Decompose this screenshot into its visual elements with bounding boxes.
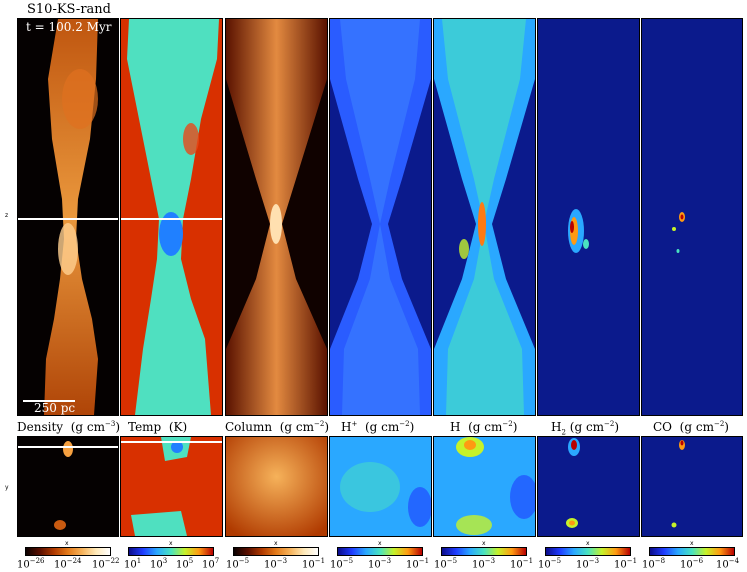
title-temp: Temp (K) [128,420,188,434]
panel-density-top [17,18,119,416]
tick-h-0: 10−5 [434,557,458,571]
tick-density-1: 10−24 [54,557,82,571]
x-axis-label-temp: x [169,540,173,547]
title-density: Density (g cm−3) [17,420,120,434]
tick-density-0: 10−26 [17,557,45,571]
x-axis-label-density: x [65,540,69,547]
panel-h-top [433,18,536,416]
panel-h-bottom [433,436,536,537]
density-slice [18,437,118,536]
tick-temp-1: 103 [150,557,168,571]
panel-temp-bottom [120,436,223,537]
tick-column-0: 10−5 [226,557,250,571]
hplus-slice [330,437,431,536]
panel-column-bottom [225,436,328,537]
time-label: t = 100.2 Myr [26,20,112,34]
tick-co-1: 10−6 [680,557,704,571]
tick-temp-2: 105 [176,557,194,571]
title-co: CO (g cm−2) [653,420,729,434]
y-axis-label: y [5,484,9,491]
tick-hplus-0: 10−5 [330,557,354,571]
colorbar-temp [128,547,214,556]
x-axis-label-column: x [274,540,278,547]
panel-column-top [225,18,328,416]
column-map [226,19,327,415]
run-name: S10-KS-rand [27,2,111,17]
scale-bar-label: 250 pc [34,401,76,415]
tick-column-2: 10−1 [302,557,326,571]
panel-co-bottom [641,436,743,537]
tick-h2-2: 10−1 [614,557,638,571]
tick-h-2: 10−1 [510,557,534,571]
tick-h-1: 10−3 [472,557,496,571]
tick-h2-0: 10−5 [538,557,562,571]
scale-bar [23,400,75,402]
h-map [434,19,535,415]
tick-co-2: 10−4 [716,557,740,571]
panel-h2-top [537,18,640,416]
colorbar-hplus [337,547,423,556]
colorbar-co [649,547,735,556]
co-map [642,19,742,415]
slice-line-temp [121,218,222,220]
panel-density-bottom [17,436,119,537]
h2-map [538,19,639,415]
title-h2: H2 (g cm−2) [551,420,620,437]
h-slice [434,437,535,536]
slice-line-density-bottom [18,446,118,448]
x-axis-label-co: x [690,540,694,547]
title-hplus: H+ (g cm−2) [341,420,415,434]
tick-h2-1: 10−3 [576,557,600,571]
tick-density-2: 10−22 [92,557,120,571]
temp-slice [121,437,222,536]
tick-column-1: 10−3 [264,557,288,571]
z-axis-label: z [5,212,9,219]
hplus-map [330,19,431,415]
temp-map [121,19,222,415]
co-slice [642,437,742,536]
panel-hplus-bottom [329,436,432,537]
colorbar-h2 [545,547,631,556]
h2-slice [538,437,639,536]
colorbar-column [233,547,319,556]
x-axis-label-h2: x [586,540,590,547]
density-map [18,19,118,415]
colorbar-density [25,547,111,556]
panel-hplus-top [329,18,432,416]
tick-co-0: 10−8 [642,557,666,571]
title-column: Column (g cm−2) [225,420,330,434]
panel-h2-bottom [537,436,640,537]
panel-co-top [641,18,743,416]
colorbar-h [441,547,527,556]
slice-line-density [18,218,118,220]
tick-hplus-1: 10−3 [368,557,392,571]
title-h: H (g cm−2) [450,420,518,434]
tick-temp-3: 107 [202,557,220,571]
column-slice [226,437,327,536]
slice-line-temp-bottom [121,441,222,443]
panel-temp-top [120,18,223,416]
tick-temp-0: 101 [124,557,142,571]
tick-hplus-2: 10−1 [406,557,430,571]
x-axis-label-hplus: x [378,540,382,547]
x-axis-label-h: x [482,540,486,547]
